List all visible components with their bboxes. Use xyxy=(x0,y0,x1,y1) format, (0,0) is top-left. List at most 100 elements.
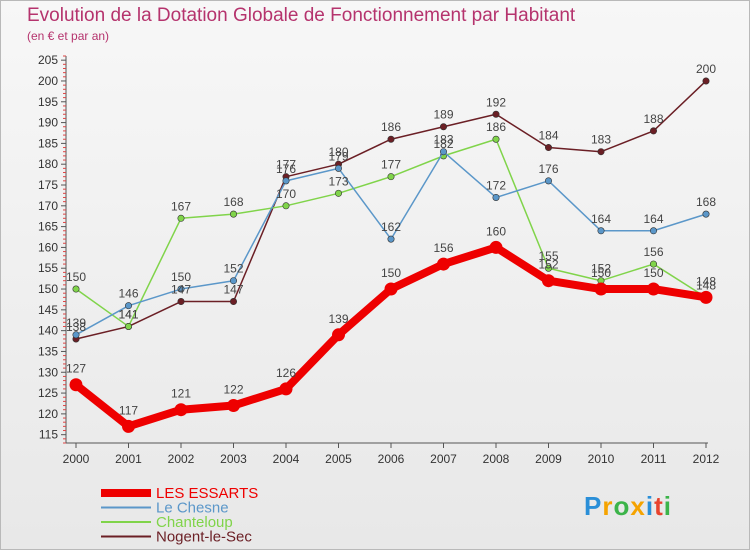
y-tick-label: 120 xyxy=(38,407,58,421)
proxiti-logo: Proxiti xyxy=(584,491,672,522)
data-label: 200 xyxy=(696,62,716,76)
data-label: 164 xyxy=(643,212,663,226)
y-tick-label: 125 xyxy=(38,386,58,400)
data-point xyxy=(387,235,395,243)
data-label: 148 xyxy=(696,274,716,288)
x-tick-label: 2008 xyxy=(483,452,510,466)
x-tick-label: 2006 xyxy=(378,452,405,466)
data-label: 152 xyxy=(538,258,558,272)
data-label: 150 xyxy=(381,266,401,280)
x-tick-label: 2003 xyxy=(220,452,247,466)
data-label: 168 xyxy=(223,195,243,209)
data-label: 189 xyxy=(433,108,453,122)
y-tick-label: 185 xyxy=(38,136,58,150)
data-point xyxy=(489,240,503,254)
data-label: 141 xyxy=(118,307,138,321)
data-label: 186 xyxy=(486,120,506,134)
y-tick-label: 145 xyxy=(38,303,58,317)
data-label: 156 xyxy=(433,241,453,255)
y-tick-label: 130 xyxy=(38,365,58,379)
x-tick-label: 2005 xyxy=(325,452,352,466)
data-point xyxy=(649,127,657,135)
y-tick-label: 165 xyxy=(38,220,58,234)
data-label: 152 xyxy=(591,262,611,276)
chart-title: Evolution de la Dotation Globale de Fonc… xyxy=(27,5,576,26)
data-label: 141 xyxy=(118,307,138,321)
data-label: 146 xyxy=(118,287,138,301)
data-label: 117 xyxy=(119,403,138,417)
y-tick-label: 195 xyxy=(38,95,58,109)
data-point xyxy=(597,148,605,156)
data-point xyxy=(542,274,555,288)
data-labels: 138 141 147 147 177 180 186 189 192 184 183 188 200 1… xyxy=(66,62,716,417)
y-tick-label: 205 xyxy=(38,53,58,67)
data-label: 164 xyxy=(591,212,611,226)
data-point xyxy=(384,282,398,296)
data-point xyxy=(334,164,342,172)
data-label: 156 xyxy=(643,245,663,259)
data-label: 176 xyxy=(276,162,296,176)
data-label: 168 xyxy=(696,195,716,209)
data-label: 183 xyxy=(591,133,611,147)
data-point xyxy=(702,210,710,218)
data-label: 127 xyxy=(66,362,86,376)
y-tick-label: 140 xyxy=(38,324,58,338)
x-tick-label: 2000 xyxy=(63,452,90,466)
data-point xyxy=(122,419,135,433)
data-label: 150 xyxy=(171,270,191,284)
data-label: 167 xyxy=(171,199,191,213)
data-point xyxy=(227,399,240,413)
data-point xyxy=(594,282,608,296)
x-tick-label: 2004 xyxy=(273,452,300,466)
legend-label: Chanteloup xyxy=(156,514,233,531)
y-tick-label: 170 xyxy=(38,199,58,213)
data-point xyxy=(387,173,395,181)
data-point xyxy=(282,202,290,210)
data-label: 162 xyxy=(381,220,401,234)
legend-label: Le Chesne xyxy=(156,500,229,517)
y-tick-label: 175 xyxy=(38,178,58,192)
data-point xyxy=(230,298,238,306)
data-label: 192 xyxy=(486,95,506,109)
data-point xyxy=(544,264,552,272)
data-label: 147 xyxy=(171,283,191,297)
data-point xyxy=(699,290,713,304)
y-tick-label: 180 xyxy=(38,157,58,171)
x-tick-label: 2001 xyxy=(115,452,142,466)
legend-label: Nogent-le-Sec xyxy=(156,529,252,546)
data-label: 183 xyxy=(433,133,453,147)
x-tick-label: 2011 xyxy=(641,452,667,466)
data-point xyxy=(279,382,293,396)
data-point xyxy=(72,331,80,339)
data-label: 152 xyxy=(223,262,243,276)
data-label: 188 xyxy=(643,112,663,126)
data-label: 177 xyxy=(381,158,401,172)
data-label: 121 xyxy=(171,387,191,401)
data-point xyxy=(702,77,710,85)
y-tick-label: 190 xyxy=(38,116,58,130)
y-tick-label: 160 xyxy=(38,240,58,254)
data-point xyxy=(437,257,450,271)
data-label: 126 xyxy=(276,366,296,380)
data-point xyxy=(282,177,290,185)
logo-letter: t xyxy=(654,491,664,521)
data-label: 170 xyxy=(276,187,296,201)
data-label: 150 xyxy=(643,266,663,280)
data-label: 148 xyxy=(696,278,716,292)
data-label: 155 xyxy=(538,249,558,263)
chart-subtitle: (en € et par an) xyxy=(27,29,110,43)
data-point xyxy=(177,214,185,222)
logo-letter: i xyxy=(645,491,655,521)
data-point xyxy=(647,282,660,296)
data-label: 186 xyxy=(381,120,401,134)
x-tick-label: 2012 xyxy=(693,452,720,466)
data-label: 173 xyxy=(328,174,348,188)
data-label: 147 xyxy=(223,283,243,297)
data-point xyxy=(649,260,657,268)
logo-letter: r xyxy=(602,491,614,521)
data-point xyxy=(174,403,188,417)
y-tick-label: 200 xyxy=(38,74,58,88)
data-point xyxy=(69,378,83,392)
logo-letter: i xyxy=(663,491,672,521)
